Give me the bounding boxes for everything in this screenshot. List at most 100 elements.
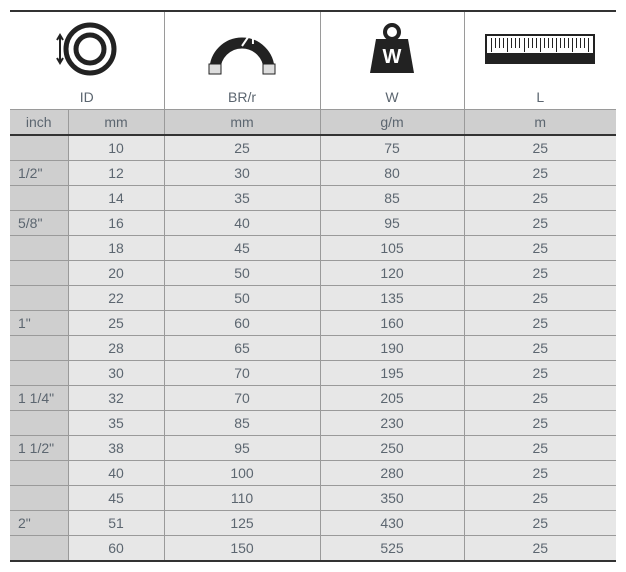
svg-text:r: r [251,31,257,47]
l-label: L [464,85,616,110]
table-row: 358523025 [10,411,616,436]
mm-br-cell: 45 [164,236,320,261]
inch-cell: 1" [10,311,68,336]
inch-cell [10,286,68,311]
gm-cell: 80 [320,161,464,186]
gm-cell: 105 [320,236,464,261]
gm-cell: 95 [320,211,464,236]
table-row: 1 1/2"389525025 [10,436,616,461]
inch-cell [10,236,68,261]
id-icon-cell [10,11,164,85]
mm-br-cell: 150 [164,536,320,562]
mm-br-cell: 70 [164,386,320,411]
inch-cell [10,536,68,562]
mm-id-cell: 32 [68,386,164,411]
table-row: 1 1/4"327020525 [10,386,616,411]
table-row: 6015052525 [10,536,616,562]
inch-cell [10,411,68,436]
gm-cell: 190 [320,336,464,361]
gm-cell: 205 [320,386,464,411]
mm-id-cell: 20 [68,261,164,286]
mm-br-cell: 30 [164,161,320,186]
mm-br-cell: 50 [164,286,320,311]
inch-cell: 1/2" [10,161,68,186]
mm-id-cell: 28 [68,336,164,361]
inch-cell [10,261,68,286]
m-cell: 25 [464,286,616,311]
unit-header-row: inch mm mm g/m m [10,110,616,136]
unit-gm: g/m [320,110,464,136]
inch-cell: 5/8" [10,211,68,236]
table-row: 286519025 [10,336,616,361]
w-icon-cell: W [320,11,464,85]
inch-cell [10,461,68,486]
br-label: BR/r [164,85,320,110]
inch-cell [10,336,68,361]
gm-cell: 280 [320,461,464,486]
table-row: 14358525 [10,186,616,211]
table-row: 1/2"12308025 [10,161,616,186]
table-row: 184510525 [10,236,616,261]
m-cell: 25 [464,336,616,361]
mm-id-cell: 10 [68,135,164,161]
mm-id-cell: 40 [68,461,164,486]
mm-br-cell: 70 [164,361,320,386]
gm-cell: 250 [320,436,464,461]
m-cell: 25 [464,386,616,411]
gm-cell: 195 [320,361,464,386]
icon-label-row: ID BR/r W L [10,85,616,110]
bend-radius-icon: r [201,20,283,78]
inner-diameter-icon [56,20,118,78]
m-cell: 25 [464,161,616,186]
inch-cell: 1 1/2" [10,436,68,461]
mm-id-cell: 18 [68,236,164,261]
icon-header-row: r W [10,11,616,85]
spec-table: r W [10,10,616,562]
table-row: 2"5112543025 [10,511,616,536]
mm-br-cell: 25 [164,135,320,161]
mm-id-cell: 60 [68,536,164,562]
mm-br-cell: 95 [164,436,320,461]
gm-cell: 135 [320,286,464,311]
table-row: 4511035025 [10,486,616,511]
table-row: 225013525 [10,286,616,311]
table-row: 1"256016025 [10,311,616,336]
inch-cell: 2" [10,511,68,536]
unit-inch: inch [10,110,68,136]
mm-id-cell: 12 [68,161,164,186]
mm-br-cell: 110 [164,486,320,511]
m-cell: 25 [464,261,616,286]
mm-br-cell: 100 [164,461,320,486]
m-cell: 25 [464,411,616,436]
mm-id-cell: 14 [68,186,164,211]
m-cell: 25 [464,211,616,236]
w-label: W [320,85,464,110]
mm-id-cell: 16 [68,211,164,236]
inch-cell [10,186,68,211]
gm-cell: 430 [320,511,464,536]
inch-cell [10,486,68,511]
m-cell: 25 [464,511,616,536]
mm-id-cell: 35 [68,411,164,436]
m-cell: 25 [464,311,616,336]
br-icon-cell: r [164,11,320,85]
mm-id-cell: 51 [68,511,164,536]
table-row: 307019525 [10,361,616,386]
mm-id-cell: 38 [68,436,164,461]
inch-cell [10,361,68,386]
mm-br-cell: 60 [164,311,320,336]
m-cell: 25 [464,361,616,386]
m-cell: 25 [464,486,616,511]
m-cell: 25 [464,461,616,486]
table-row: 205012025 [10,261,616,286]
mm-br-cell: 50 [164,261,320,286]
unit-mm2: mm [164,110,320,136]
gm-cell: 120 [320,261,464,286]
mm-id-cell: 45 [68,486,164,511]
svg-text:W: W [383,46,402,68]
inch-cell: 1 1/4" [10,386,68,411]
m-cell: 25 [464,186,616,211]
gm-cell: 525 [320,536,464,562]
gm-cell: 75 [320,135,464,161]
mm-id-cell: 30 [68,361,164,386]
